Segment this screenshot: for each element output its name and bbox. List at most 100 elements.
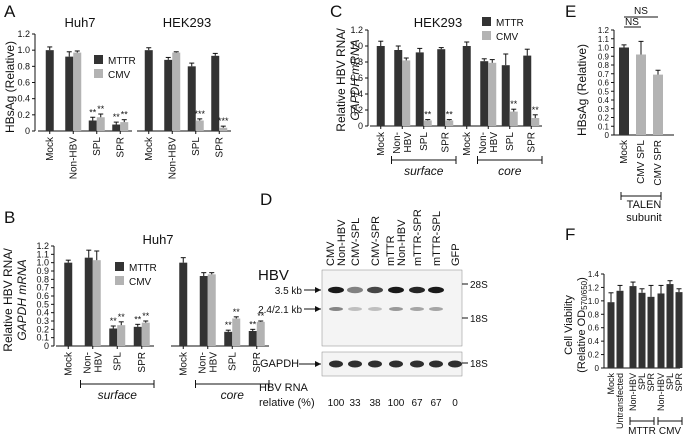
- significance-label: **: [113, 112, 121, 122]
- y-tick-label: 1.4: [588, 270, 600, 279]
- category-label: Mock: [619, 139, 630, 164]
- category-label: Non-HBV: [197, 352, 219, 374]
- lane-label: mTTR-SPR: [412, 209, 424, 266]
- significance-label: **: [510, 99, 518, 109]
- category-label-line: SPL: [419, 132, 430, 151]
- y-tick-label: 1.2: [588, 283, 600, 292]
- significance-label: **: [249, 319, 257, 329]
- category-label-line: Mock: [178, 351, 189, 376]
- panel-f-ylabel2-prefix: (Relative OD: [576, 310, 588, 373]
- category-label: SPR: [115, 137, 126, 158]
- category-label-line: Mock: [45, 136, 56, 161]
- band-gapdh: [368, 360, 382, 368]
- bar: [616, 290, 624, 368]
- quant-label-line1: HBV RNA: [259, 382, 309, 394]
- bar: [523, 55, 532, 126]
- y-tick-label: 0.2: [36, 324, 49, 334]
- category-label: Non-HBV: [68, 137, 79, 180]
- panel-f-ylabel2-suffix: ): [576, 277, 588, 281]
- legend-label-cmv: CMV: [496, 32, 519, 43]
- category-label: Non-HBV: [392, 132, 414, 154]
- lane-label-line: CMV-SPL: [350, 218, 362, 266]
- panel-c-title: HEK293: [414, 15, 462, 30]
- lane-label-line: CMV-SPR: [370, 216, 382, 266]
- category-label-line: Non-: [197, 352, 208, 374]
- bar: [666, 284, 674, 368]
- gapdh-label: GAPDH: [260, 358, 299, 370]
- lane-label-line: mTTR-SPR: [412, 209, 424, 266]
- category-label-line: SPR: [137, 352, 148, 373]
- band-3-5kb: [388, 286, 404, 294]
- bar: [415, 52, 424, 126]
- category-label: SPR: [526, 132, 537, 153]
- bar: [109, 328, 118, 346]
- category-label-line: Non-: [82, 352, 93, 374]
- panel-letter-f: F: [565, 225, 575, 244]
- y-tick-label: 0.6: [598, 79, 610, 88]
- quant-value: 100: [388, 398, 405, 409]
- bar: [638, 292, 646, 368]
- panel-f-ylabel2-sub: 570/650: [580, 280, 589, 309]
- category-label: Non-HBV: [628, 373, 638, 411]
- panel-a-ylabel: HBsAg (Relative): [3, 41, 17, 133]
- category-label-line: SPL: [112, 352, 123, 371]
- y-tick-label: 0.7: [598, 70, 610, 79]
- y-tick-label: 0.1: [36, 333, 49, 343]
- y-tick-label: 1.0: [598, 44, 610, 53]
- bar: [112, 124, 121, 131]
- y-tick-label: 0.2: [588, 351, 600, 360]
- y-tick-label: 1.0: [588, 297, 600, 306]
- significance-label: **: [424, 110, 432, 120]
- panel-b-ylabel-line1: Relative HBV RNA/: [1, 248, 15, 352]
- bar: [141, 322, 150, 346]
- y-tick-label: 0.3: [598, 105, 610, 114]
- panel-a-group1-title: Huh7: [64, 15, 95, 30]
- bar: [88, 120, 97, 131]
- panel-letter-d: D: [260, 190, 272, 209]
- category-label: SPL: [637, 373, 647, 390]
- category-label-line: Untransfected: [615, 373, 625, 429]
- bar: [195, 120, 204, 131]
- category-label-line: HBV: [403, 132, 414, 153]
- y-tick-label: 0.7: [36, 283, 49, 293]
- bar: [445, 120, 454, 126]
- group-label: surface: [404, 164, 444, 178]
- bar: [675, 292, 683, 368]
- panel-f-ylabel2: (Relative OD570/650): [576, 277, 589, 373]
- category-label-line: SPR: [646, 373, 656, 392]
- panel-c-ylabel-line1: Relative HBV RNA/: [334, 28, 348, 132]
- blot-title: HBV: [258, 267, 289, 284]
- legend-swatch-cmv: [115, 276, 124, 285]
- category-label-line: SPR: [115, 137, 126, 158]
- arrowhead-3-5kb: [315, 287, 321, 293]
- band-2-4kb: [389, 307, 403, 311]
- category-label: SPR: [214, 137, 225, 158]
- category-label-line: CMV SPL: [636, 140, 647, 184]
- category-label: SPL: [419, 132, 430, 151]
- category-label: Non-HBV: [82, 352, 104, 374]
- quant-value: 67: [430, 398, 442, 409]
- lane-label-line: GFP: [450, 243, 462, 266]
- category-label-line: Mock: [606, 373, 616, 395]
- lane-label-line: mTTR: [385, 235, 397, 266]
- significance-label: **: [110, 316, 118, 326]
- category-label-line: Mock: [462, 131, 473, 156]
- band-2-4kb: [429, 307, 443, 311]
- comparison-label: NS: [634, 6, 648, 17]
- panel-letter-b: B: [4, 208, 15, 227]
- category-label: Mock: [63, 351, 74, 376]
- category-label: Mock: [45, 136, 56, 161]
- y-tick-label: 0.4: [17, 94, 30, 104]
- category-label-line: HBV: [93, 352, 104, 373]
- group-label: core: [221, 388, 245, 402]
- bar: [437, 49, 446, 127]
- bar: [607, 302, 615, 368]
- significance-label: **: [532, 105, 540, 115]
- y-tick-label: 0: [605, 131, 610, 140]
- y-tick-label: 0.5: [598, 87, 610, 96]
- quant-value: 0: [452, 398, 458, 409]
- y-tick-label: 0.8: [350, 57, 363, 67]
- panel-e: HBsAg (Relative) 00.10.20.30.40.50.60.70…: [575, 6, 674, 224]
